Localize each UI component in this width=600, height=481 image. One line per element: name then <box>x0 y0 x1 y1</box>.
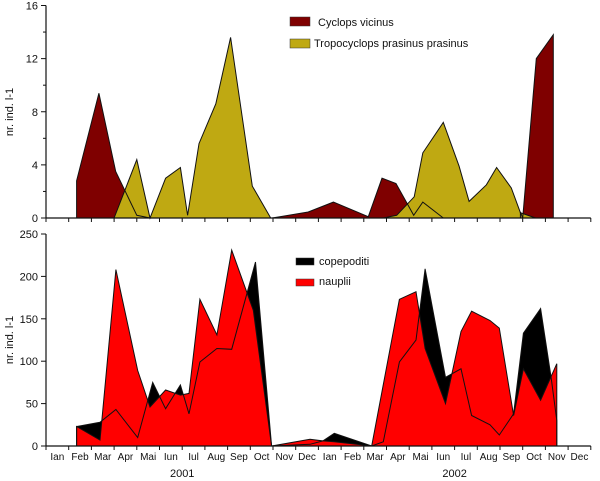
bottom-panel: 0 50 100 150 200 250 nr. ind. l-1 Ian Feb Mar Apr M… <box>4 229 592 480</box>
y-tick-label: 0 <box>32 213 38 225</box>
month-label: Mar <box>94 452 112 463</box>
y-axis-label: nr. ind. l-1 <box>4 88 16 136</box>
legend-top: Cyclops vicinus Tropocyclops prasinus pr… <box>289 16 469 50</box>
month-label: Oct <box>526 452 542 463</box>
month-label: Sep <box>230 452 248 463</box>
y-tick-label: 200 <box>20 271 38 283</box>
y-tick-label: 150 <box>20 314 38 326</box>
month-label: Aug <box>207 452 225 463</box>
line-copepoditi-0 <box>76 261 558 447</box>
y-tick-label: 12 <box>26 54 38 66</box>
legend-swatch-nauplii <box>295 278 315 287</box>
month-label: Iun <box>164 452 178 463</box>
legend-swatch-copepoditi <box>295 257 315 266</box>
year-label: 2001 <box>170 468 194 480</box>
month-label: Ian <box>323 452 337 463</box>
y-tick-label: 8 <box>32 107 38 119</box>
y-tick-label: 4 <box>32 160 38 172</box>
month-label: Iul <box>461 452 472 463</box>
month-label: Apr <box>390 452 406 463</box>
legend-bottom: copepoditi nauplii <box>295 256 369 288</box>
month-label: Feb <box>344 452 362 463</box>
area-tropocyclops-prasinus-prasinus-0 <box>114 37 271 219</box>
y-tick-label: 100 <box>20 356 38 368</box>
year-label: 2002 <box>442 468 466 480</box>
line-tropocyclops-prasinus-prasinus-1 <box>383 121 536 219</box>
area-cyclops-vicinus-1 <box>271 178 444 218</box>
top-panel: 0 4 8 12 16 nr. ind. l-1 <box>4 1 592 225</box>
month-label: Nov <box>548 452 566 463</box>
area-cyclops-vicinus-0 <box>76 93 150 218</box>
month-label: Ian <box>50 452 64 463</box>
line-cyclops-vicinus-1 <box>271 177 444 219</box>
y-tick-label: 250 <box>20 229 38 241</box>
line-tropocyclops-prasinus-prasinus-0 <box>113 37 272 220</box>
y-tick-label: 0 <box>32 441 38 453</box>
month-label: Nov <box>275 452 293 463</box>
month-label: Mar <box>367 452 385 463</box>
month-label: Dec <box>298 452 316 463</box>
y-tick-label: 50 <box>26 399 38 411</box>
month-label: Aug <box>480 452 498 463</box>
line-cyclops-vicinus-2 <box>519 33 554 219</box>
legend-label-copepoditi: copepoditi <box>319 256 369 268</box>
legend-label-cyclops-vicinus: Cyclops vicinus <box>318 17 394 29</box>
legend-label-tropocyclops: Tropocyclops prasinus prasinus <box>314 38 469 50</box>
area-cyclops-vicinus-2 <box>520 34 554 219</box>
legend-swatch-cyclops-vicinus <box>289 16 311 27</box>
y-tick-label: 16 <box>26 1 38 13</box>
legend-swatch-tropocyclops <box>289 38 311 49</box>
month-label: Feb <box>71 452 89 463</box>
month-label: Dec <box>571 452 589 463</box>
legend-label-nauplii: nauplii <box>319 276 351 288</box>
area-nauplii-0 <box>76 250 557 446</box>
month-label: Iul <box>188 452 199 463</box>
line-cyclops-vicinus-0 <box>76 93 151 219</box>
y-axis-label: nr. ind. l-1 <box>4 316 16 364</box>
month-label: Mai <box>140 452 156 463</box>
month-label: Sep <box>502 452 520 463</box>
area-tropocyclops-prasinus-prasinus-1 <box>383 122 536 218</box>
month-label: Apr <box>118 452 134 463</box>
month-label: Mai <box>412 452 428 463</box>
month-label: Iun <box>436 452 450 463</box>
month-label: Oct <box>254 452 270 463</box>
